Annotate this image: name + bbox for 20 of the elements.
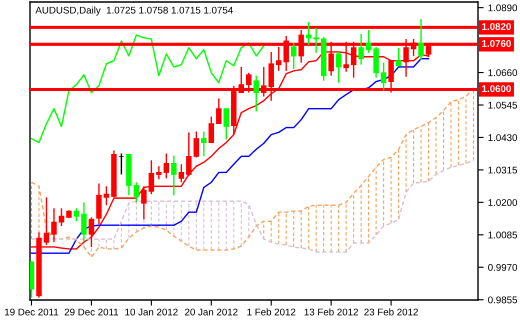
y-tick-label: 0.9855 <box>488 296 518 304</box>
y-tick-label: 0.9970 <box>488 264 518 271</box>
x-tick-label: 29 Dec 2011 <box>64 308 118 316</box>
y-tick-label: 1.0315 <box>488 166 518 174</box>
ref-line-label: 1.0760 <box>482 40 511 47</box>
x-tick-label: 23 Feb 2012 <box>364 308 418 316</box>
x-tick-label: 20 Jan 2012 <box>185 308 238 316</box>
x-tick-label: 1 Feb 2012 <box>247 308 296 316</box>
x-tick-label: 13 Feb 2012 <box>304 308 358 316</box>
x-tick-label: 10 Jan 2012 <box>125 308 178 316</box>
ref-line-label: 1.0820 <box>482 23 511 30</box>
y-tick-label: 1.0430 <box>488 134 518 142</box>
x-tick-label: 19 Dec 2011 <box>5 308 58 316</box>
chart-title: AUDUSD,Daily 1.0725 1.0758 1.0715 1.0754 <box>35 6 233 16</box>
y-tick-label: 1.0545 <box>488 102 518 109</box>
y-tick-label: 1.0660 <box>488 69 518 76</box>
y-tick-label: 1.0085 <box>488 232 518 238</box>
y-tick-label: 1.0890 <box>488 4 518 12</box>
y-tick-label: 1.0200 <box>488 199 518 206</box>
ref-line-label: 1.0600 <box>482 85 511 92</box>
